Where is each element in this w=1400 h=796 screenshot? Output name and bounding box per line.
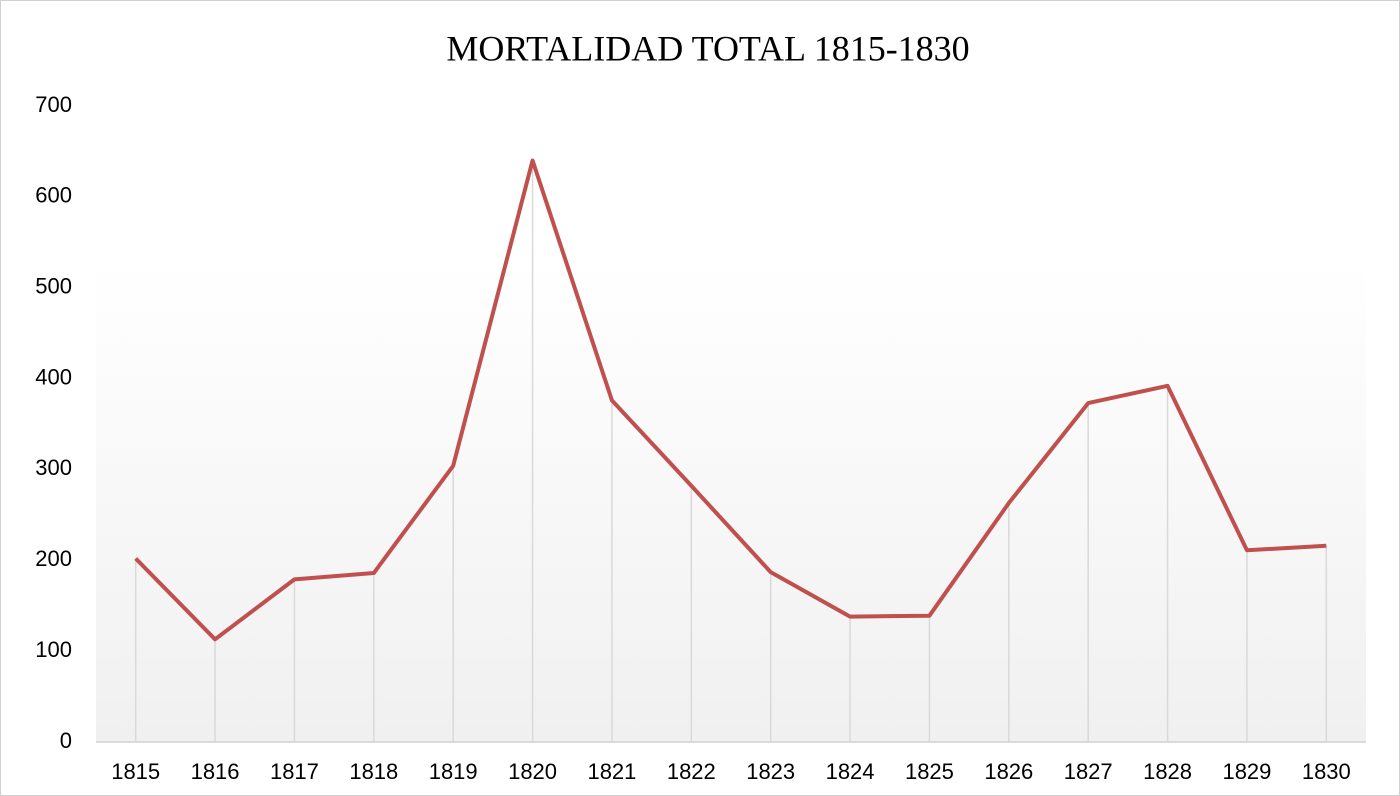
y-tick-label: 100 [35, 637, 72, 662]
x-tick-label: 1829 [1222, 759, 1271, 784]
x-tick-label: 1816 [191, 759, 240, 784]
y-tick-label: 600 [35, 183, 72, 208]
x-tick-label: 1824 [826, 759, 875, 784]
y-tick-label: 500 [35, 274, 72, 299]
x-tick-label: 1825 [905, 759, 954, 784]
x-tick-label: 1819 [429, 759, 478, 784]
x-tick-label: 1818 [349, 759, 398, 784]
y-tick-label: 300 [35, 455, 72, 480]
x-tick-label: 1827 [1064, 759, 1113, 784]
x-tick-label: 1823 [746, 759, 795, 784]
x-tick-label: 1822 [667, 759, 716, 784]
x-tick-label: 1820 [508, 759, 557, 784]
plot-background [96, 260, 1366, 742]
x-tick-label: 1828 [1143, 759, 1192, 784]
x-tick-label: 1826 [984, 759, 1033, 784]
y-tick-label: 400 [35, 364, 72, 389]
chart-title: MORTALIDAD TOTAL 1815-1830 [446, 28, 969, 68]
x-tick-label: 1821 [587, 759, 636, 784]
y-tick-label: 0 [60, 728, 72, 753]
x-tick-label: 1830 [1302, 759, 1351, 784]
x-tick-label: 1815 [111, 759, 160, 784]
y-tick-label: 200 [35, 546, 72, 571]
y-tick-label: 700 [35, 92, 72, 117]
x-tick-label: 1817 [270, 759, 319, 784]
data-line [134, 158, 1327, 642]
